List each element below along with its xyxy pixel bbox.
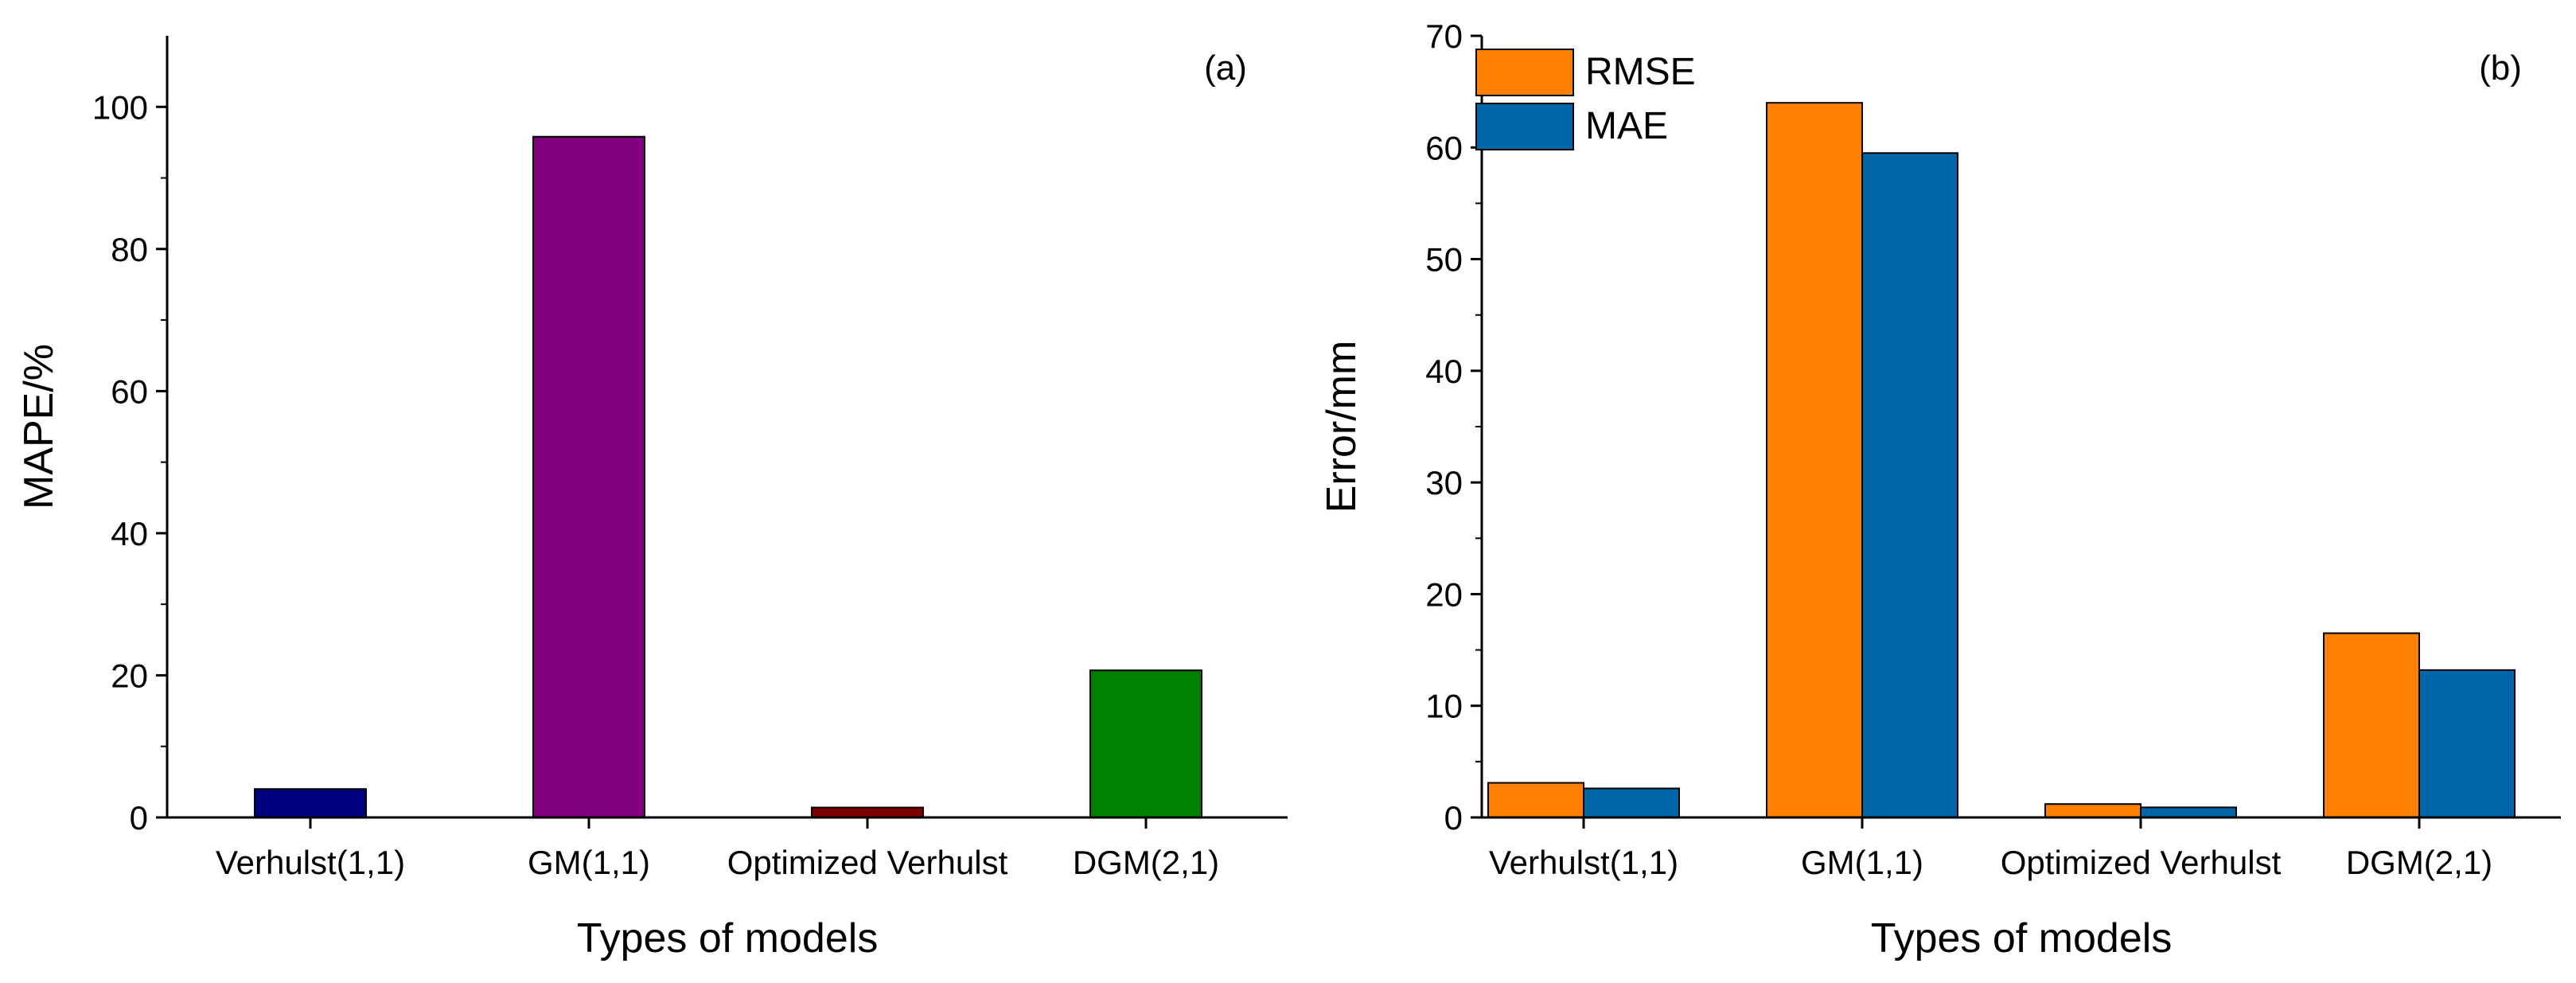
y-tick-label: 40 xyxy=(1425,353,1463,390)
legend-label-rmse: RMSE xyxy=(1585,51,1696,93)
bar-mae-3 xyxy=(2140,806,2237,818)
x-tick-label: Verhulst(1,1) xyxy=(216,844,405,881)
y-tick-label: 80 xyxy=(111,231,148,268)
bar-mae-4 xyxy=(2418,669,2516,819)
y-axis-title: MAPE/% xyxy=(16,344,62,509)
x-tick-label: Verhulst(1,1) xyxy=(1489,844,1678,881)
panel-label: (b) xyxy=(2479,49,2522,88)
chart-panel-b: 0 10 20 30 40 50 60 70 Verhulst(1,1) GM(1,1) Optim… xyxy=(1319,18,2561,962)
bar-3 xyxy=(811,806,924,819)
bar-mae-1 xyxy=(1583,787,1680,818)
chart-panel-a: 0 20 40 60 80 100 Verhulst(1,1) GM(1,1) Optimize… xyxy=(16,36,1288,962)
legend-label-mae: MAE xyxy=(1585,105,1668,147)
y-tick-label: 60 xyxy=(111,373,148,410)
y-tick-label: 70 xyxy=(1425,18,1463,55)
x-axis-title: Types of models xyxy=(577,915,879,962)
y-tick-label: 30 xyxy=(1425,464,1463,501)
bar-1 xyxy=(254,788,367,818)
x-tick-label: DGM(2,1) xyxy=(2346,844,2492,881)
x-tick-label: Optimized Verhulst xyxy=(2001,844,2282,881)
x-tick-label: GM(1,1) xyxy=(528,844,650,881)
panel-label: (a) xyxy=(1204,49,1247,88)
bar-rmse-2 xyxy=(1766,102,1863,818)
y-axis-title: Error/mm xyxy=(1319,341,1365,513)
y-tick-label: 60 xyxy=(1425,129,1463,166)
x-tick-label: GM(1,1) xyxy=(1801,844,1923,881)
y-tick-label: 20 xyxy=(111,657,148,694)
bar-rmse-4 xyxy=(2323,632,2420,818)
y-tick-label: 10 xyxy=(1425,688,1463,725)
x-tick-label: Optimized Verhulst xyxy=(727,844,1008,881)
y-tick-label: 0 xyxy=(130,799,148,837)
y-tick-label: 0 xyxy=(1444,799,1463,837)
bar-rmse-1 xyxy=(1487,782,1584,818)
legend-swatch-rmse xyxy=(1475,49,1574,96)
y-tick-label: 50 xyxy=(1425,241,1463,279)
legend-swatch-mae xyxy=(1475,103,1574,150)
x-axis-title: Types of models xyxy=(1871,915,2173,962)
bar-2 xyxy=(532,135,645,818)
y-tick-label: 100 xyxy=(92,88,148,126)
y-tick-label: 20 xyxy=(1425,575,1463,613)
bar-4 xyxy=(1089,669,1202,818)
legend: RMSE MAE xyxy=(1475,49,1696,150)
x-tick-label: DGM(2,1) xyxy=(1073,844,1219,881)
bar-mae-2 xyxy=(1861,152,1958,819)
y-tick-label: 40 xyxy=(111,515,148,552)
bar-rmse-3 xyxy=(2044,803,2141,818)
